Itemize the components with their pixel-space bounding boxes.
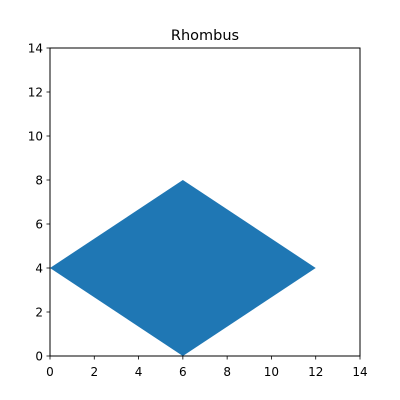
x-tick-label: 6 xyxy=(179,365,187,379)
y-tick-label: 4 xyxy=(35,262,43,276)
x-tick-label: 4 xyxy=(135,365,143,379)
x-tick-label: 10 xyxy=(264,365,279,379)
rhombus-shape-0 xyxy=(50,180,316,356)
y-tick-label: 10 xyxy=(28,130,43,144)
plot-fill-layer xyxy=(50,180,316,356)
x-axis-ticks: 0 2 4 6 8 10 12 14 xyxy=(46,356,368,379)
x-tick-label: 0 xyxy=(46,365,54,379)
chart-title: Rhombus xyxy=(171,28,239,44)
x-tick-label: 2 xyxy=(90,365,98,379)
x-tick-label: 14 xyxy=(352,365,367,379)
y-tick-label: 0 xyxy=(35,350,43,364)
x-tick-label: 8 xyxy=(223,365,231,379)
x-tick-label: 12 xyxy=(308,365,323,379)
y-tick-label: 12 xyxy=(28,86,43,100)
y-tick-label: 6 xyxy=(35,218,43,232)
y-axis-ticks: 0 2 4 6 8 10 12 14 xyxy=(28,42,50,364)
y-tick-label: 14 xyxy=(28,42,43,56)
plot-frame xyxy=(49,47,361,357)
y-tick-label: 2 xyxy=(35,306,43,320)
y-tick-label: 8 xyxy=(35,174,43,188)
